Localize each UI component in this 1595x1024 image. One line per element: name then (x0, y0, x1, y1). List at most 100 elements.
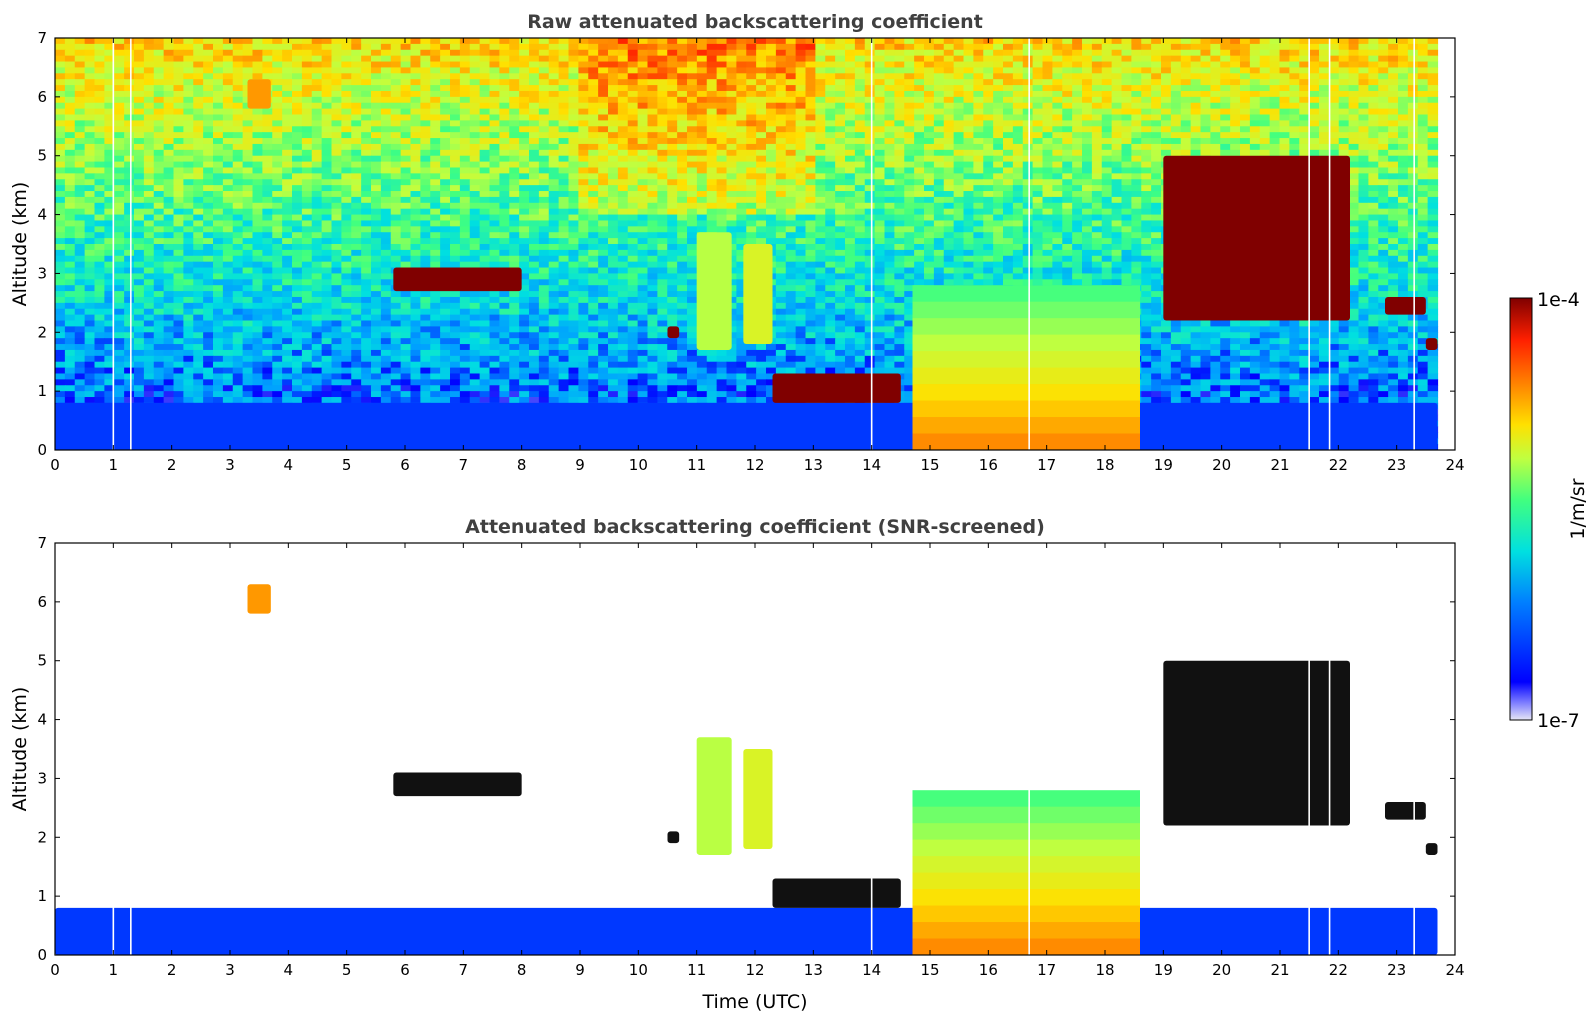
noise-cell (1388, 179, 1399, 186)
noise-cell (64, 96, 76, 104)
noise-cell (242, 67, 254, 74)
noise-cell (64, 191, 76, 198)
noise-cell (568, 67, 579, 74)
noise-cell (64, 167, 76, 174)
noise-cell (213, 220, 224, 227)
noise-cell (756, 79, 767, 86)
noise-cell (716, 220, 728, 227)
noise-cell (1289, 108, 1300, 116)
noise-cell (469, 67, 481, 74)
noise-cell (203, 143, 214, 151)
noise-cell (548, 185, 560, 192)
noise-cell (924, 167, 935, 174)
noise-cell (430, 220, 441, 227)
noise-cell (222, 179, 234, 186)
noise-cell (1190, 90, 1202, 98)
noise-cell (904, 85, 915, 92)
noise-cell (914, 214, 925, 222)
noise-cell (410, 61, 421, 69)
noise-cell (321, 244, 333, 251)
noise-cell (153, 43, 165, 51)
noise-cell (1180, 49, 1192, 57)
noise-cell (677, 126, 688, 133)
noise-cell (1022, 102, 1034, 110)
noise-cell (292, 167, 303, 174)
noise-cell (736, 196, 747, 204)
noise-cell (420, 179, 431, 186)
noise-cell (469, 208, 481, 216)
noise-cell (1052, 38, 1063, 45)
noise-cell (1388, 79, 1399, 86)
noise-cell (203, 214, 214, 222)
noise-cell (1388, 232, 1399, 239)
noise-cell (479, 102, 491, 110)
noise-cell (1042, 132, 1053, 139)
noise-cell (815, 191, 826, 198)
noise-cell (213, 167, 224, 174)
noise-cell (914, 114, 925, 121)
noise-cell (351, 138, 362, 145)
noise-cell (588, 155, 599, 163)
noise-cell (538, 173, 550, 180)
noise-cell (311, 226, 323, 233)
noise-cell (252, 49, 263, 57)
noise-cell (262, 196, 273, 204)
noise-cell (222, 114, 234, 121)
noise-cell (815, 43, 826, 51)
noise-cell (1348, 191, 1360, 198)
noise-cell (1200, 143, 1211, 151)
noise-cell (993, 90, 1004, 98)
noise-cell (124, 73, 135, 80)
noise-cell (1407, 208, 1419, 216)
noise-cell (637, 114, 649, 121)
noise-cell (1101, 108, 1113, 116)
noise-cell (410, 214, 421, 222)
noise-cell (854, 149, 866, 157)
noise-cell (538, 191, 550, 198)
noise-cell (1121, 155, 1132, 163)
noise-cell (706, 196, 718, 204)
noise-cell (1200, 102, 1211, 110)
noise-cell (173, 167, 184, 174)
noise-cell (1003, 79, 1014, 86)
noise-cell (74, 61, 86, 69)
noise-cell (469, 232, 481, 239)
noise-cell (519, 67, 530, 74)
noise-cell (924, 38, 935, 45)
noise-cell (943, 196, 955, 204)
noise-cell (854, 43, 866, 51)
noise-cell (64, 120, 76, 127)
noise-cell (568, 132, 579, 139)
noise-cell (647, 61, 658, 69)
noise-cell (864, 232, 876, 239)
noise-cell (1368, 167, 1379, 174)
noise-cell (924, 67, 935, 74)
noise-cell (1309, 108, 1320, 116)
noise-cell (1151, 73, 1162, 80)
noise-cell (84, 73, 96, 80)
noise-cell (627, 85, 639, 92)
noise-cell (657, 61, 668, 69)
noise-cell (1328, 149, 1340, 157)
noise-cell (1388, 238, 1399, 245)
noise-cell (1170, 120, 1182, 127)
noise-cell (529, 49, 540, 57)
noise-cell (1338, 138, 1350, 145)
noise-cell (815, 73, 826, 80)
noise-cell (884, 85, 895, 92)
noise-cell (1141, 161, 1152, 169)
noise-cell (785, 143, 797, 151)
noise-cell (677, 173, 688, 180)
noise-cell (973, 108, 984, 116)
noise-cell (193, 126, 204, 133)
noise-cell (835, 73, 846, 80)
noise-cell (756, 226, 767, 233)
noise-cell (1289, 73, 1300, 80)
noise-cell (548, 90, 560, 98)
noise-cell (1091, 220, 1103, 227)
noise-cell (351, 85, 362, 92)
noise-cell (973, 149, 984, 157)
noise-cell (1101, 43, 1113, 51)
noise-cell (321, 191, 333, 198)
noise-cell (1368, 102, 1379, 110)
